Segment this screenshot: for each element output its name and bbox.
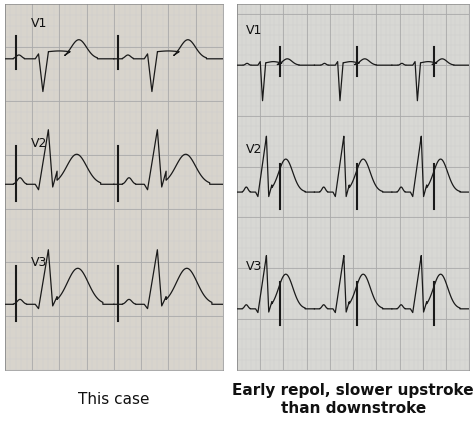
Text: V1: V1 [31,17,47,30]
Text: V2: V2 [246,143,263,156]
Text: V3: V3 [31,256,47,269]
Text: Early repol, slower upstroke
than downstroke: Early repol, slower upstroke than downst… [232,383,474,416]
Text: This case: This case [78,392,149,407]
Text: V1: V1 [246,24,263,37]
Text: V2: V2 [31,137,47,150]
Text: V3: V3 [246,260,263,273]
